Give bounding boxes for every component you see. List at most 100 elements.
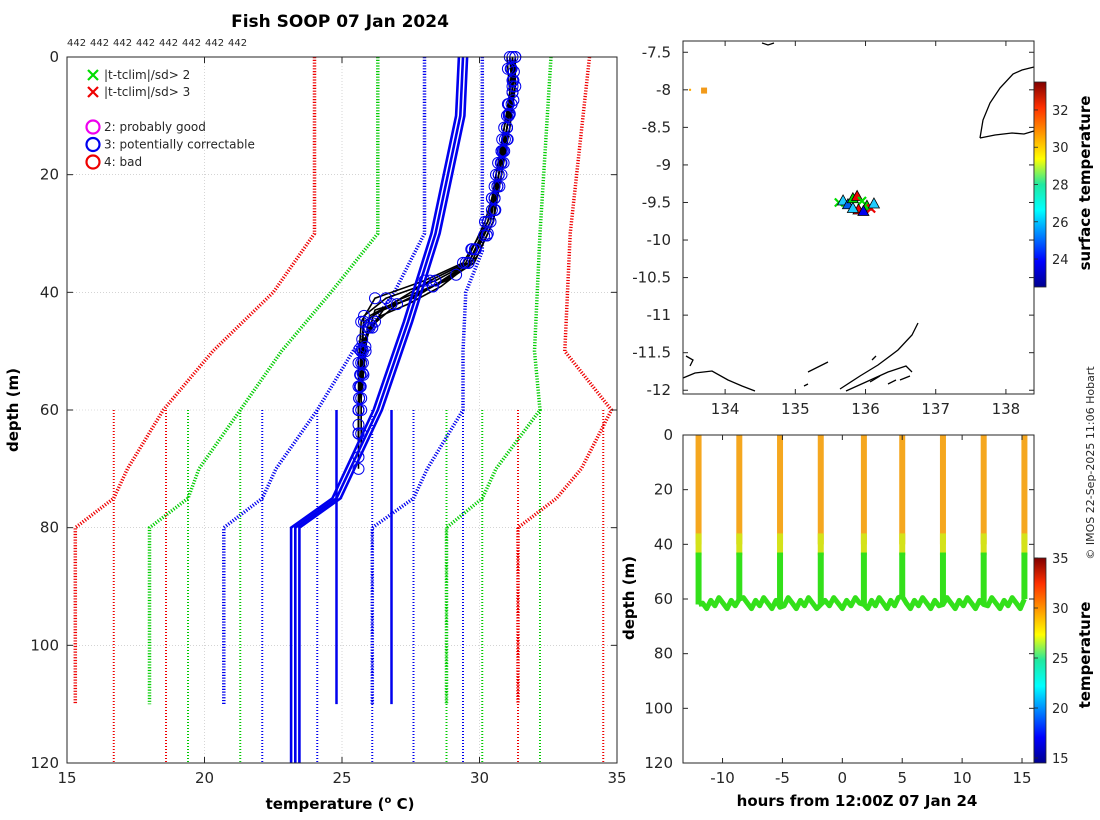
qc-marker (353, 380, 366, 393)
qc-marker (352, 404, 365, 416)
profile-ylabel: depth (m) (4, 368, 22, 452)
map-ytick-label: -9.5 (642, 193, 671, 211)
qc-marker (506, 80, 519, 93)
qc-marker (495, 145, 508, 158)
qc-marker (459, 256, 472, 269)
map-colorbar-tick-label: 32 (1052, 104, 1069, 119)
map-colorbar-tick-label: 24 (1052, 253, 1069, 268)
cast-thermocline (817, 533, 824, 556)
platform-id: 442 (159, 38, 178, 49)
map-point-square (701, 87, 708, 94)
legend-label: 2: probably good (104, 120, 206, 134)
profile-xtick-label: 15 (57, 769, 76, 787)
profile-ticks: 15 20 25 30 35 0 20 40 60 80 100 120 (30, 48, 626, 787)
qc-marker (385, 298, 398, 311)
ts-ytick-label: 120 (644, 754, 673, 772)
cast-lower (980, 552, 987, 605)
legend-label: |t-tclim|/sd> 2 (104, 68, 190, 82)
profile-mean (289, 56, 469, 763)
mean-profile-line (298, 56, 469, 763)
ts-ytick-label: 20 (654, 481, 673, 499)
ts-ytick-label: 100 (644, 699, 673, 717)
map-colorbar-tick-label: 26 (1052, 216, 1069, 231)
legend-x-marker (87, 69, 99, 81)
qc-marker (492, 168, 505, 181)
climatology-bound-line (444, 56, 553, 705)
mean-profile-line (289, 56, 461, 763)
qc-marker (485, 192, 498, 205)
profile-xtick-label: 30 (470, 769, 489, 787)
legend: |t-tclim|/sd> 2 |t-tclim|/sd> 3 2: probabl… (85, 68, 255, 170)
qc-marker (355, 404, 368, 416)
profile-xtick-label: 25 (332, 769, 351, 787)
cast-thermocline (899, 533, 906, 556)
coastline-arnhem-land (979, 66, 1035, 139)
timeseries-ylabel: depth (m) (620, 556, 638, 640)
platform-id-row: 442 442 442 442 442 442 442 442 (67, 38, 247, 49)
qc-marker (391, 298, 403, 311)
qc-marker (366, 321, 379, 334)
qc-marker (355, 345, 368, 358)
coastline-islands-d (803, 355, 877, 387)
ts-colorbar-tick-label: 20 (1052, 702, 1069, 717)
climatology-bound-line (516, 56, 614, 705)
cast-lower (736, 552, 743, 599)
qc-marker (502, 98, 515, 111)
profile-ytick-label: 40 (40, 283, 59, 301)
platform-id: 442 (67, 38, 86, 49)
legend-x-marker (87, 86, 99, 98)
ts-ytick-label: 60 (654, 590, 673, 608)
cast-thermocline (980, 533, 987, 556)
mean-profile-line (294, 56, 465, 763)
timeseries-colorbar-label: temperature (1076, 602, 1094, 709)
timeseries-panel: -10 -5 0 5 10 15 0 20 40 60 80 100 120 hours from 12… (620, 426, 1094, 810)
qc-marker (358, 309, 370, 322)
qc-marker (462, 256, 475, 269)
qc-marker (501, 121, 513, 134)
ts-colorbar-tick-label: 30 (1052, 602, 1069, 617)
map-ytick-label: -11.5 (632, 344, 671, 362)
coastline-islands-a (839, 322, 919, 390)
qc-marker (507, 74, 520, 87)
ts-ytick-label: 40 (654, 535, 673, 553)
qc-marker (485, 204, 498, 216)
cast-thermocline (860, 533, 867, 556)
qc-marker (488, 180, 501, 193)
cast-thermocline (939, 533, 946, 556)
qc-marker (506, 86, 519, 99)
timeseries-ticks: -10 -5 0 5 10 15 0 20 40 60 80 100 120 (644, 426, 1034, 787)
map-xtick-label: 134 (711, 400, 740, 418)
cast-thermocline (1021, 533, 1028, 556)
cast-lower (777, 552, 784, 608)
map-point-triangle (867, 197, 881, 209)
map-point-triangle (846, 201, 860, 213)
map-ticks: 134 135 136 137 138 -7.5 -8 -8.5 -9 -9.5 -10 -10.5 -… (632, 41, 1034, 418)
ts-xtick-label: -5 (775, 769, 790, 787)
climatology-bound-line (73, 57, 317, 705)
platform-id: 442 (182, 38, 201, 49)
cast-upper (980, 435, 987, 545)
qc-marker (507, 65, 520, 78)
platform-id: 442 (205, 38, 224, 49)
qc-marker (457, 256, 469, 269)
qc-marker (503, 107, 516, 120)
coastlines (682, 42, 1035, 392)
timeseries-colorbar-ticks: 15 20 25 30 35 (1034, 552, 1069, 767)
qc-marker (492, 156, 505, 169)
qc-marker (505, 62, 518, 75)
qc-marker (354, 368, 367, 381)
ts-colorbar-tick-label: 15 (1052, 752, 1069, 767)
coastline-png-south-b (685, 355, 694, 367)
ts-xtick-label: 5 (897, 769, 907, 787)
map-xtick-label: 138 (992, 400, 1021, 418)
cast-upper (817, 435, 824, 545)
qc-marker (466, 243, 479, 256)
legend-label: 3: potentially correctable (104, 138, 255, 152)
ts-colorbar-tick-label: 25 (1052, 652, 1069, 667)
platform-id: 442 (113, 38, 132, 49)
coastline-png-south-a (682, 370, 756, 392)
map-colorbar-ticks: 24 26 28 30 32 (1034, 104, 1069, 268)
cast-thermocline (736, 533, 743, 556)
profile-ytick-label: 20 (40, 166, 59, 184)
map-ytick-label: -12 (647, 381, 672, 399)
